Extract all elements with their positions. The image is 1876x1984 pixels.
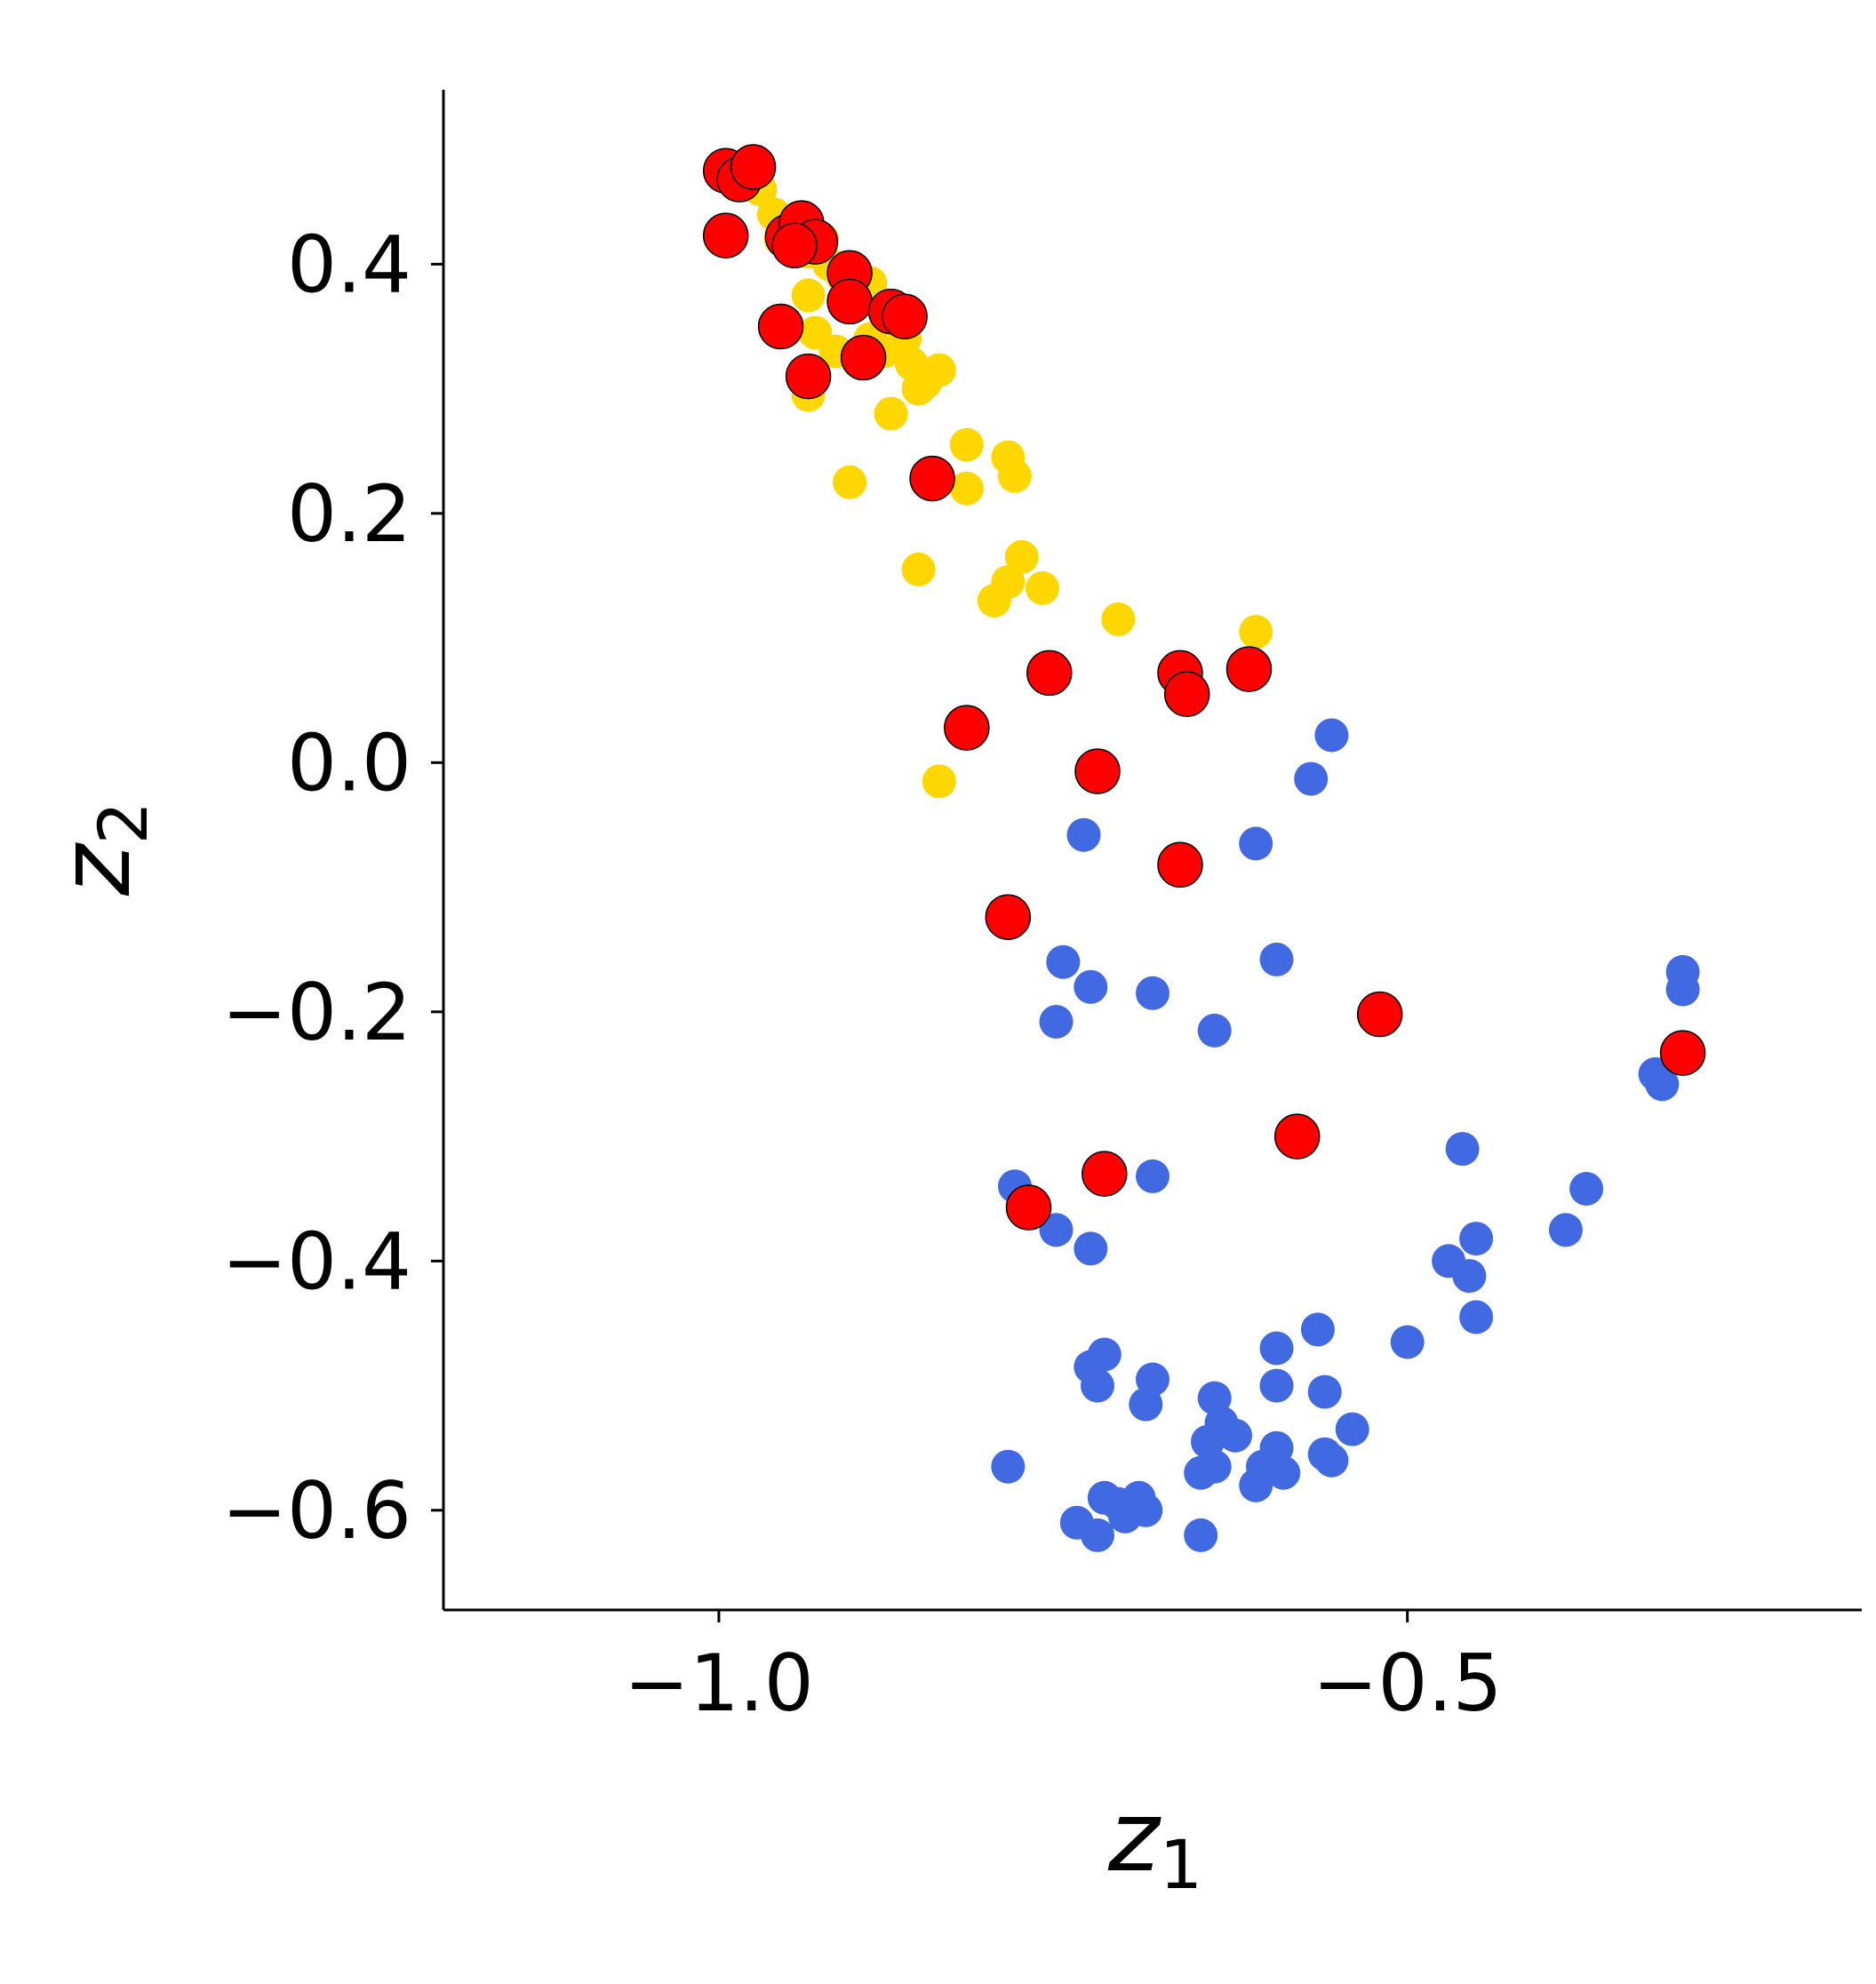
series-2-point-7 (771, 222, 818, 269)
series-1-point-21 (1390, 1325, 1425, 1359)
series-2-point-9 (826, 278, 873, 325)
series-0-point-29 (833, 465, 867, 499)
series-0-point-12 (791, 278, 826, 313)
y-axis-label: z2 (38, 801, 163, 896)
series-1-point-11 (1665, 972, 1700, 1007)
series-1-point-46 (1129, 1387, 1163, 1422)
series-1-point-5 (1074, 969, 1108, 1004)
series-2-point-19 (1225, 646, 1273, 692)
series-2-point-16 (1026, 649, 1073, 697)
series-2-point-21 (1074, 748, 1121, 794)
series-1-point-48 (1087, 1337, 1122, 1372)
series-1-point-1 (1294, 761, 1329, 796)
series-1 (991, 718, 1700, 1552)
series-1-point-25 (1074, 1231, 1108, 1266)
series-1-point-44 (1197, 1381, 1232, 1415)
series-0-point-37 (922, 764, 956, 799)
series-1-point-13 (1638, 1056, 1672, 1091)
series-1-point-24 (1039, 1213, 1074, 1247)
y-tick-label-1: 0.2 (287, 468, 411, 560)
series-1-point-52 (1081, 1518, 1114, 1552)
series-1-point-28 (1300, 1312, 1335, 1347)
series-2-point-12 (757, 303, 804, 350)
series-1-point-49 (1081, 1368, 1114, 1403)
series-1-point-16 (1548, 1213, 1583, 1247)
series-2-point-11 (882, 293, 928, 339)
series-2-point-13 (785, 353, 832, 400)
series-1-point-43 (1184, 1455, 1218, 1490)
series-0-point-26 (949, 471, 984, 506)
series-1-point-3 (1066, 817, 1101, 852)
series-1-point-57 (1129, 1493, 1163, 1527)
series-1-point-9 (1197, 1013, 1232, 1048)
series-2-point-20 (944, 705, 990, 751)
y-tick-label-3: −0.2 (221, 967, 411, 1058)
series-2-point-23 (985, 894, 1032, 940)
y-tick-label-0: 0.4 (287, 219, 411, 310)
series-2 (702, 144, 1706, 1231)
series-1-point-8 (1259, 942, 1294, 976)
series-2-point-28 (1005, 1184, 1052, 1231)
plot-marks (702, 144, 1706, 1552)
series-1-point-58 (1184, 1518, 1218, 1552)
y-tick-label-2: 0.0 (287, 717, 411, 809)
x-axis-label: z1 (1107, 1780, 1202, 1904)
series-1-point-19 (1452, 1259, 1487, 1294)
series-1-point-7 (1039, 1005, 1074, 1039)
series-1-point-20 (1459, 1300, 1494, 1335)
series-1-point-34 (1314, 1443, 1349, 1478)
series-1-point-27 (1136, 1159, 1170, 1193)
series-0-point-28 (998, 458, 1032, 493)
series-1-point-30 (1259, 1368, 1294, 1403)
series-1-point-18 (1459, 1222, 1494, 1256)
series-2-point-25 (1659, 1030, 1706, 1076)
series-2-point-27 (1082, 1151, 1128, 1197)
series-2-point-18 (1163, 671, 1210, 717)
series-2-point-14 (840, 334, 887, 381)
series-2-point-26 (1273, 1113, 1321, 1159)
series-0-point-25 (949, 427, 984, 462)
series-0-point-30 (901, 552, 936, 586)
axes (442, 90, 1862, 1612)
series-1-point-32 (1335, 1412, 1369, 1446)
y-tick-label-4: −0.4 (221, 1215, 411, 1307)
y-tick-label-5: −0.6 (221, 1465, 411, 1557)
series-1-point-2 (1239, 826, 1273, 861)
series-2-point-2 (730, 144, 777, 190)
series-1-point-6 (1136, 976, 1170, 1010)
series-0-point-23 (874, 396, 908, 431)
series-1-point-50 (991, 1449, 1026, 1484)
series-2-point-3 (702, 212, 749, 259)
series-0-point-33 (977, 584, 1011, 618)
series-2-point-15 (909, 455, 955, 502)
x-tick-label-0: −1.0 (624, 1637, 814, 1729)
series-0-point-35 (1101, 602, 1136, 636)
series-2-point-22 (1157, 841, 1203, 888)
series-1-point-0 (1314, 718, 1349, 753)
series-1-point-31 (1307, 1374, 1342, 1409)
series-2-point-24 (1356, 991, 1403, 1038)
series-0-point-24 (901, 371, 936, 406)
series-0-point-34 (1026, 571, 1059, 605)
series-1-point-29 (1259, 1331, 1294, 1366)
series-1-point-14 (1445, 1132, 1480, 1167)
series-1-point-38 (1239, 1468, 1273, 1502)
series-1-point-15 (1569, 1172, 1604, 1206)
series-1-point-4 (1046, 944, 1081, 979)
axis-ticks: −1.0 −0.5 0.4 0.2 0.0 −0.2 −0.4 −0.6 (221, 219, 1502, 1729)
series-0-point-31 (1004, 539, 1039, 574)
series-0-point-36 (1239, 615, 1273, 649)
x-tick-label-1: −0.5 (1313, 1637, 1503, 1729)
